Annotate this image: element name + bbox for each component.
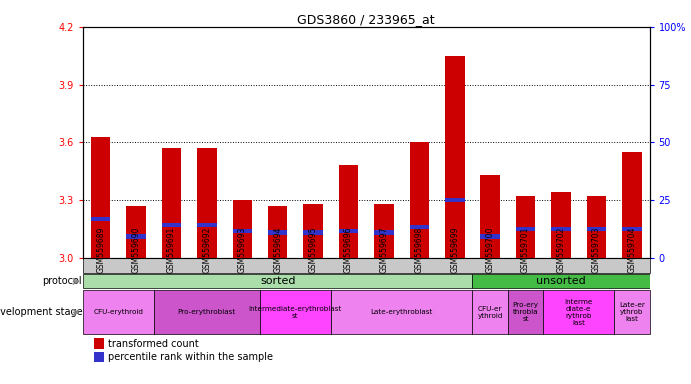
Bar — [587, 227, 606, 231]
Bar — [614, 290, 650, 334]
Text: Intermediate-erythroblast
st: Intermediate-erythroblast st — [249, 306, 342, 319]
Bar — [126, 206, 146, 258]
Text: GSM559694: GSM559694 — [273, 226, 282, 273]
Bar — [375, 230, 394, 235]
Bar — [508, 290, 543, 334]
Bar — [94, 338, 104, 349]
Bar — [260, 290, 331, 334]
Bar — [339, 166, 358, 258]
Text: GSM559696: GSM559696 — [344, 226, 353, 273]
Bar — [375, 204, 394, 258]
Bar — [91, 217, 111, 221]
Text: GSM559690: GSM559690 — [131, 226, 140, 273]
Bar — [331, 290, 473, 334]
Bar — [83, 290, 153, 334]
Text: GSM559700: GSM559700 — [486, 226, 495, 273]
Text: GSM559701: GSM559701 — [521, 226, 530, 273]
Text: Late-er
ythrob
last: Late-er ythrob last — [619, 302, 645, 322]
Bar — [233, 228, 252, 233]
Bar — [410, 225, 429, 229]
Title: GDS3860 / 233965_at: GDS3860 / 233965_at — [297, 13, 435, 26]
Text: percentile rank within the sample: percentile rank within the sample — [108, 353, 274, 362]
Bar — [303, 204, 323, 258]
Bar — [587, 196, 606, 258]
Bar — [410, 142, 429, 258]
Text: development stage: development stage — [0, 307, 82, 317]
Text: GSM559692: GSM559692 — [202, 226, 211, 273]
Bar — [162, 148, 181, 258]
Text: GSM559702: GSM559702 — [556, 226, 565, 273]
Bar — [543, 290, 614, 334]
Text: GSM559691: GSM559691 — [167, 226, 176, 273]
Text: GSM559698: GSM559698 — [415, 226, 424, 273]
Bar — [162, 223, 181, 227]
Bar — [622, 227, 641, 231]
Bar — [516, 227, 536, 231]
Text: GSM559695: GSM559695 — [309, 226, 318, 273]
Bar — [473, 290, 508, 334]
Text: Interme
diate-e
rythrob
last: Interme diate-e rythrob last — [565, 299, 593, 326]
Bar — [445, 198, 464, 202]
Bar — [480, 234, 500, 238]
Text: sorted: sorted — [260, 276, 296, 286]
Bar — [94, 352, 104, 362]
Text: transformed count: transformed count — [108, 339, 199, 349]
Bar — [551, 192, 571, 258]
Bar — [233, 200, 252, 258]
Bar — [303, 230, 323, 235]
Text: Pro-erythroblast: Pro-erythroblast — [178, 310, 236, 315]
Text: CFU-er
ythroid: CFU-er ythroid — [477, 306, 503, 319]
Bar — [551, 227, 571, 231]
Bar — [126, 234, 146, 238]
Text: unsorted: unsorted — [536, 276, 586, 286]
Bar — [268, 206, 287, 258]
Bar — [153, 290, 260, 334]
Bar — [91, 137, 111, 258]
Text: GSM559704: GSM559704 — [627, 226, 636, 273]
Bar — [83, 258, 650, 273]
Text: GSM559697: GSM559697 — [379, 226, 388, 273]
Text: protocol: protocol — [43, 276, 82, 286]
Bar — [516, 196, 536, 258]
Text: GSM559689: GSM559689 — [96, 226, 105, 273]
Bar — [83, 274, 473, 288]
Bar — [197, 223, 216, 227]
Text: GSM559699: GSM559699 — [451, 226, 460, 273]
Bar — [268, 230, 287, 235]
Text: GSM559693: GSM559693 — [238, 226, 247, 273]
Text: GSM559703: GSM559703 — [592, 226, 601, 273]
Text: CFU-erythroid: CFU-erythroid — [93, 310, 143, 315]
Bar — [445, 56, 464, 258]
Bar — [339, 228, 358, 233]
Bar — [473, 274, 650, 288]
Bar — [197, 148, 216, 258]
Text: Pro-ery
throbla
st: Pro-ery throbla st — [513, 302, 538, 322]
Text: Late-erythroblast: Late-erythroblast — [370, 310, 433, 315]
Bar — [480, 175, 500, 258]
Bar — [622, 152, 641, 258]
